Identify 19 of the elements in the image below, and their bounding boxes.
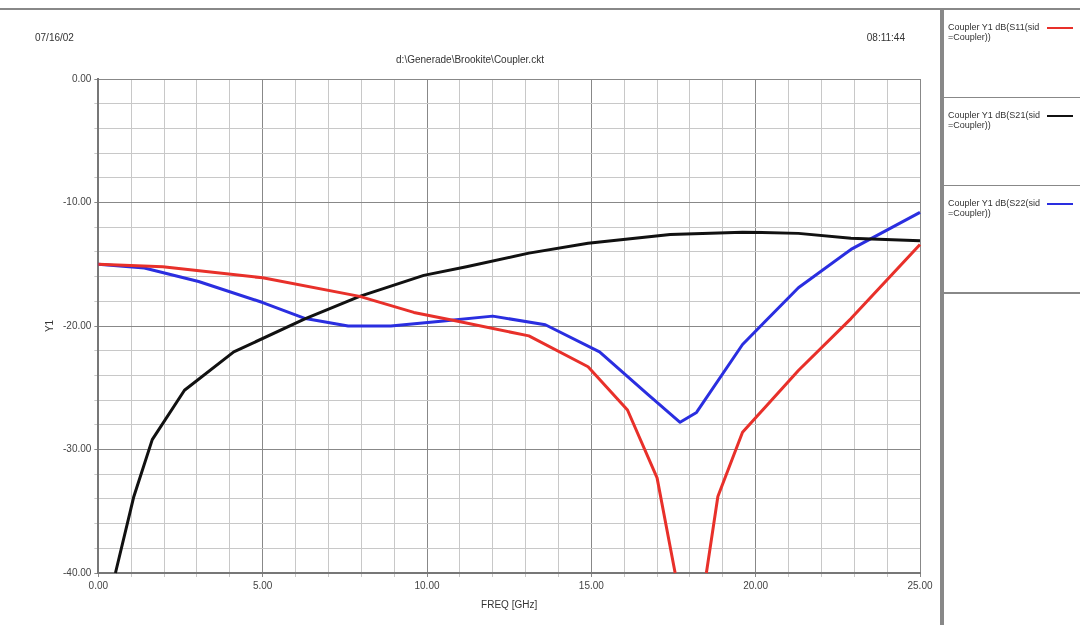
x-tick-label: 20.00 xyxy=(743,579,769,591)
x-tick-label: 15.00 xyxy=(578,579,605,591)
x-tick-label: 0.00 xyxy=(88,579,109,591)
y-tick-label: -30.00 xyxy=(63,443,92,455)
y-axis-title: Y1 xyxy=(43,319,55,333)
y-tick-label: -40.00 xyxy=(63,566,92,578)
legend-label: Coupler Y1 dB(S22(sid=Coupler)) xyxy=(948,198,1041,218)
x-tick-label: 10.00 xyxy=(414,579,440,591)
legend-label: Coupler Y1 dB(S21(sid=Coupler)) xyxy=(948,110,1041,130)
y-tick-label: 0.00 xyxy=(71,72,92,84)
x-tick-label: 25.00 xyxy=(907,579,933,591)
x-tick-label: 5.00 xyxy=(252,579,273,591)
y-tick-label: -10.00 xyxy=(63,196,92,208)
legend-label: Coupler Y1 dB(S11(sid=Coupler)) xyxy=(948,22,1041,42)
chart-subtitle: d:\Generade\Brookite\Coupler.ckt xyxy=(395,54,545,65)
text: 08:11:44 xyxy=(866,32,905,43)
y-tick-label: -20.00 xyxy=(63,319,92,331)
text: 07/16/02 xyxy=(35,32,74,43)
x-axis-title: FREQ [GHz] xyxy=(481,598,538,610)
